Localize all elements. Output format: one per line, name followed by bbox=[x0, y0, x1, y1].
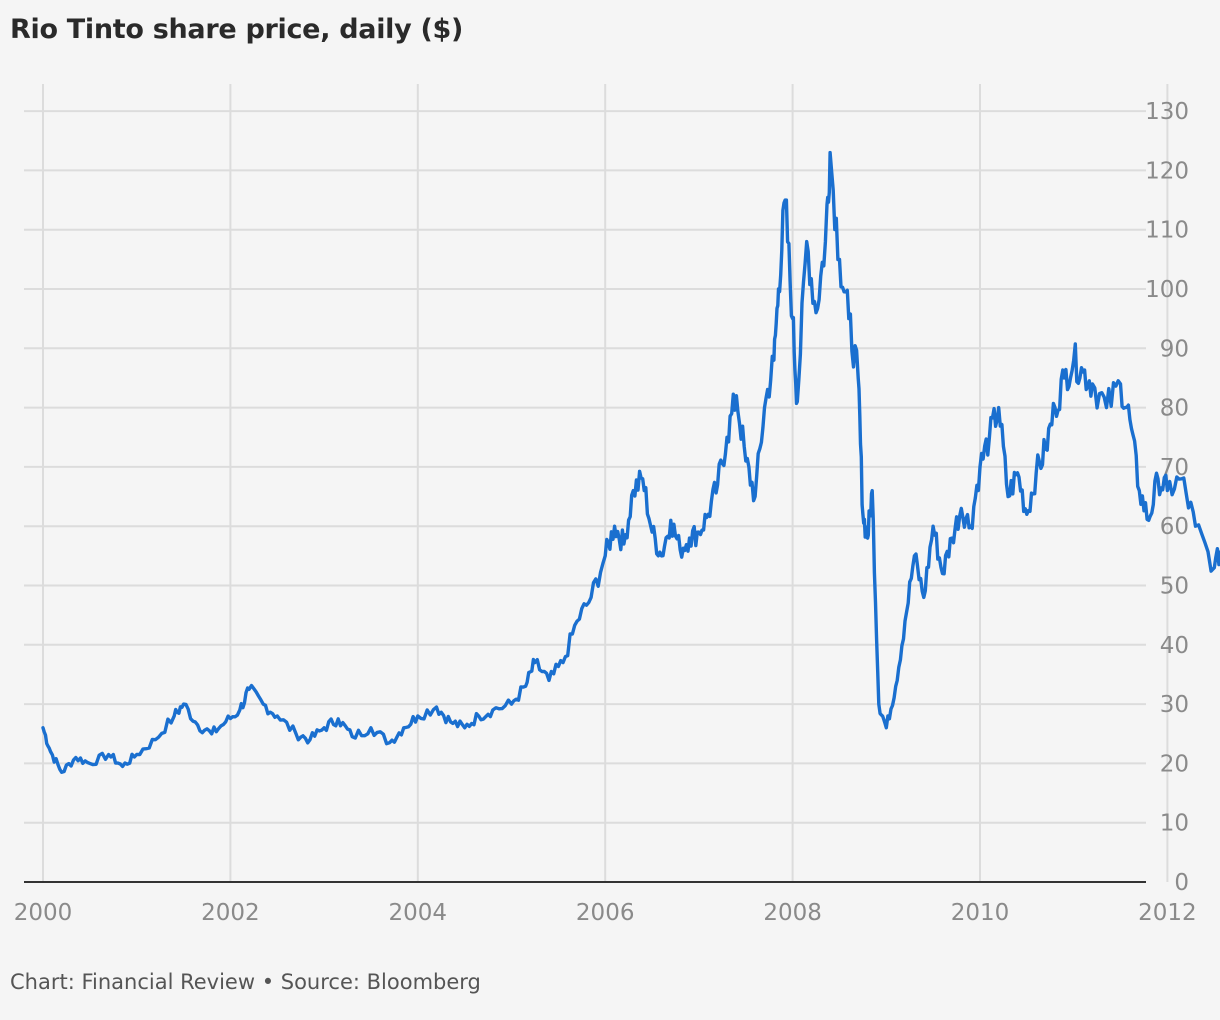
x-tick-label-2002: 2002 bbox=[201, 900, 260, 926]
y-tick-label-30: 30 bbox=[1160, 692, 1189, 718]
y-tick-label-110: 110 bbox=[1145, 218, 1189, 244]
x-tick-label-2006: 2006 bbox=[576, 900, 635, 926]
x-tick-label-2000: 2000 bbox=[14, 900, 73, 926]
x-tick-label-2008: 2008 bbox=[763, 900, 822, 926]
tick-labels: 2000200220042006200820102012201420162018… bbox=[14, 99, 1197, 926]
y-tick-label-20: 20 bbox=[1160, 751, 1189, 777]
y-tick-label-0: 0 bbox=[1174, 870, 1189, 896]
x-tick-label-2012: 2012 bbox=[1138, 900, 1197, 926]
grid-lines bbox=[24, 84, 1169, 882]
y-tick-label-90: 90 bbox=[1160, 336, 1189, 362]
y-tick-label-80: 80 bbox=[1160, 396, 1189, 422]
y-tick-label-60: 60 bbox=[1160, 514, 1189, 540]
y-tick-label-130: 130 bbox=[1145, 99, 1189, 125]
y-tick-label-40: 40 bbox=[1160, 633, 1189, 659]
x-tick-label-2010: 2010 bbox=[951, 900, 1010, 926]
y-tick-label-120: 120 bbox=[1145, 158, 1189, 184]
data-series bbox=[41, 150, 1220, 774]
chart-title: Rio Tinto share price, daily ($) bbox=[10, 14, 464, 45]
y-tick-label-10: 10 bbox=[1160, 811, 1189, 837]
y-tick-label-50: 50 bbox=[1160, 574, 1189, 600]
y-tick-label-100: 100 bbox=[1145, 277, 1189, 303]
x-tick-label-2004: 2004 bbox=[389, 900, 448, 926]
series-line-0 bbox=[41, 150, 1220, 774]
chart-source: Chart: Financial Review • Source: Bloomb… bbox=[10, 970, 481, 994]
line-chart: 2000200220042006200820102012201420162018… bbox=[14, 84, 1220, 926]
